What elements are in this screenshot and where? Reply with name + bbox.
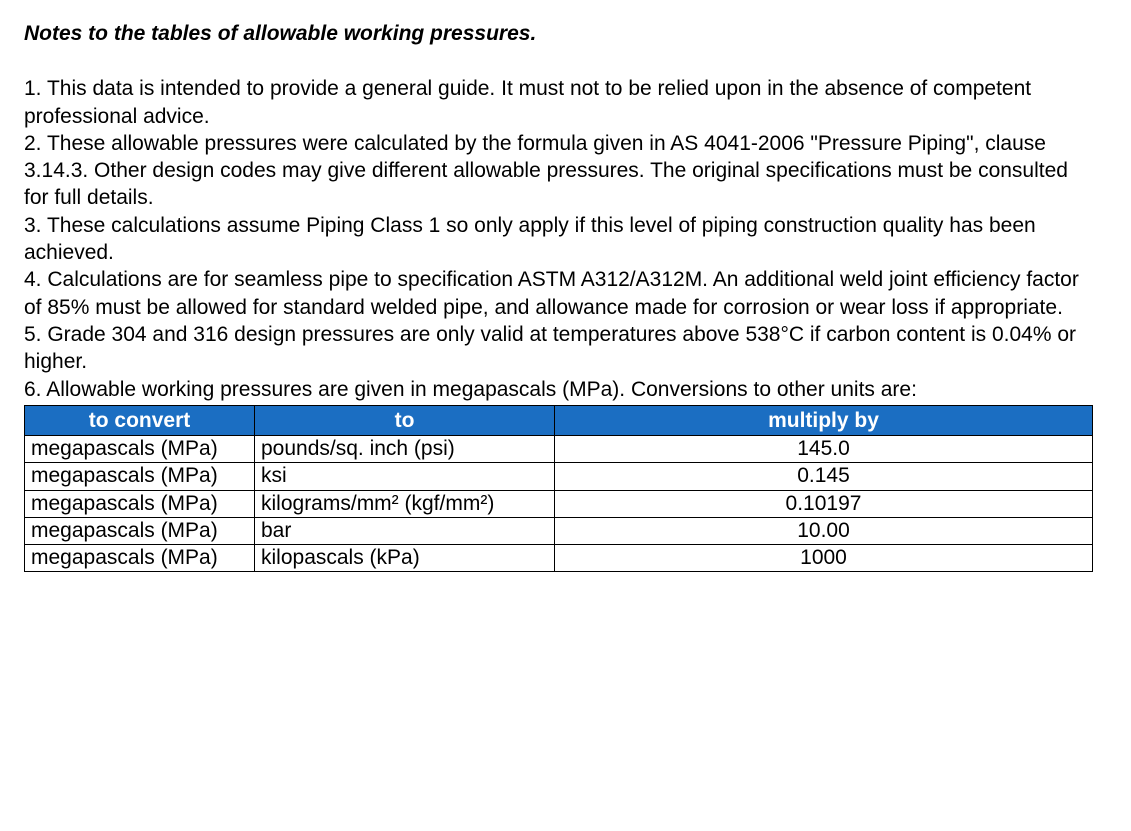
conversion-table: to convert to multiply by megapascals (M… (24, 405, 1093, 573)
table-row: megapascals (MPa) kilopascals (kPa) 1000 (25, 545, 1093, 572)
cell-to: kilopascals (kPa) (255, 545, 555, 572)
cell-factor: 0.145 (555, 463, 1093, 490)
cell-factor: 10.00 (555, 517, 1093, 544)
cell-factor: 1000 (555, 545, 1093, 572)
cell-from: megapascals (MPa) (25, 490, 255, 517)
cell-from: megapascals (MPa) (25, 517, 255, 544)
note-item: 1. This data is intended to provide a ge… (24, 75, 1093, 130)
page-title: Notes to the tables of allowable working… (24, 20, 1093, 47)
note-item: 5. Grade 304 and 316 design pressures ar… (24, 321, 1093, 376)
note-item: 6. Allowable working pressures are given… (24, 376, 1093, 403)
note-item: 2. These allowable pressures were calcul… (24, 130, 1093, 212)
table-row: megapascals (MPa) bar 10.00 (25, 517, 1093, 544)
cell-to: bar (255, 517, 555, 544)
cell-factor: 0.10197 (555, 490, 1093, 517)
note-item: 3. These calculations assume Piping Clas… (24, 212, 1093, 267)
col-header-to: to (255, 405, 555, 435)
notes-list: 1. This data is intended to provide a ge… (24, 75, 1093, 403)
col-header-multiply: multiply by (555, 405, 1093, 435)
cell-from: megapascals (MPa) (25, 463, 255, 490)
table-header-row: to convert to multiply by (25, 405, 1093, 435)
note-item: 4. Calculations are for seamless pipe to… (24, 266, 1093, 321)
cell-to: ksi (255, 463, 555, 490)
cell-from: megapascals (MPa) (25, 545, 255, 572)
col-header-convert: to convert (25, 405, 255, 435)
table-row: megapascals (MPa) kilograms/mm² (kgf/mm²… (25, 490, 1093, 517)
cell-from: megapascals (MPa) (25, 436, 255, 463)
cell-factor: 145.0 (555, 436, 1093, 463)
table-row: megapascals (MPa) pounds/sq. inch (psi) … (25, 436, 1093, 463)
cell-to: kilograms/mm² (kgf/mm²) (255, 490, 555, 517)
table-row: megapascals (MPa) ksi 0.145 (25, 463, 1093, 490)
cell-to: pounds/sq. inch (psi) (255, 436, 555, 463)
